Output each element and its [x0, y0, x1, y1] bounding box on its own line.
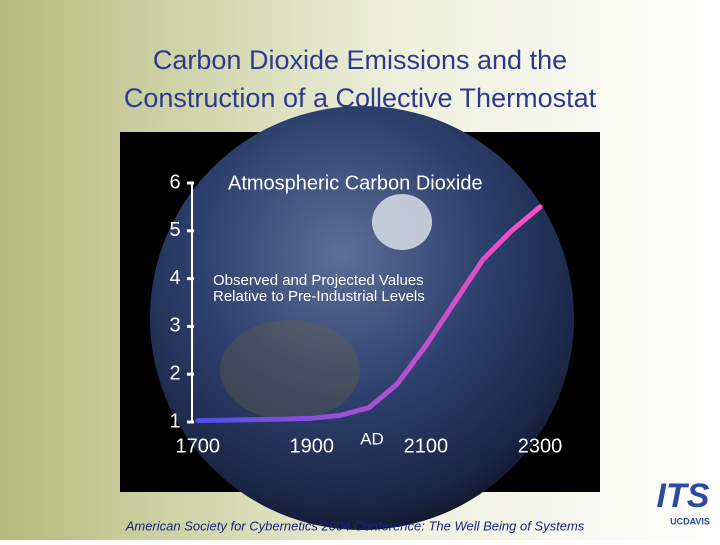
annotation: Observed and Projected Values [213, 272, 424, 289]
x-tick-label: 2300 [518, 435, 563, 457]
logo: ITS [657, 477, 710, 515]
land [220, 320, 360, 420]
data-line [195, 204, 543, 424]
footer: American Society for Cybernetics 2004 Co… [125, 518, 585, 533]
y-tick-label: 2 [169, 362, 180, 384]
y-tick-label: 5 [169, 219, 180, 241]
annotation: Relative to Pre-Industrial Levels [213, 288, 425, 305]
x-tick-label: 1900 [290, 435, 335, 457]
y-tick-label: 4 [169, 267, 180, 289]
x-tick-label: 2100 [404, 435, 449, 457]
x-tick-label: 1700 [175, 435, 220, 457]
chart-title: Atmospheric Carbon Dioxide [228, 172, 483, 194]
y-tick-label: 6 [169, 171, 180, 193]
slide-title: Carbon Dioxide Emissions and the [153, 45, 567, 75]
greenland [372, 194, 432, 250]
logo-sub: UCDAVIS [670, 516, 710, 526]
chart: Atmospheric Carbon Dioxide Observed and … [169, 171, 562, 457]
y-tick-label: 3 [169, 315, 180, 337]
earth [150, 106, 574, 530]
x-axis-note: AD [360, 429, 384, 448]
y-tick-label: 1 [169, 410, 180, 432]
